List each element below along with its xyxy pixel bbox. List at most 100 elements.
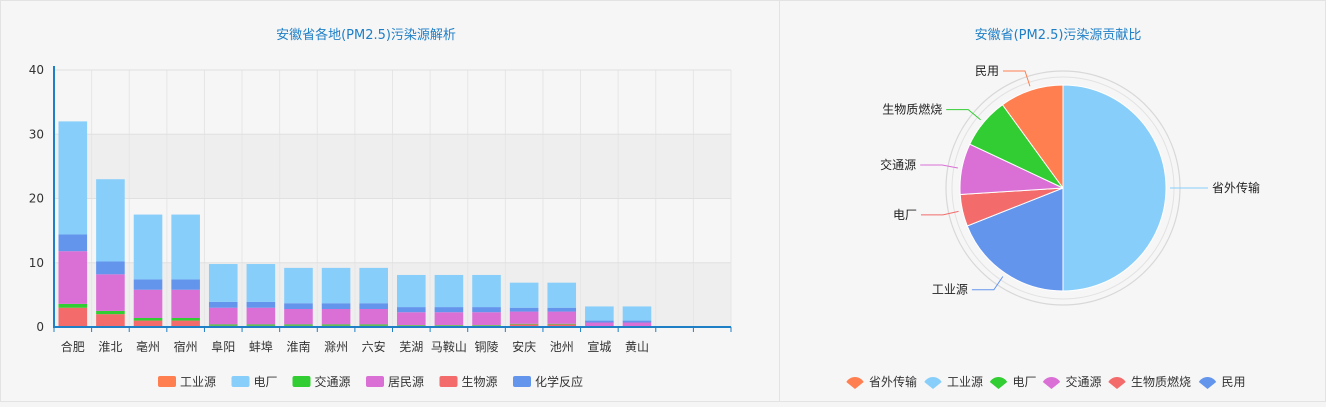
legend-swatch	[158, 376, 176, 387]
bar-segment	[284, 309, 313, 325]
pie-label: 民用	[975, 64, 999, 78]
pie-slice	[1062, 84, 1167, 292]
bar-segment	[171, 289, 200, 319]
bar-segment	[472, 312, 501, 326]
y-tick-label: 10	[29, 256, 44, 270]
bar-segment	[246, 307, 276, 325]
x-tick-label: 马鞍山	[431, 339, 467, 354]
bar-segment	[472, 307, 501, 313]
legend-swatch	[1108, 377, 1126, 389]
x-tick-label: 蚌埠	[249, 340, 273, 354]
bar-segment	[171, 318, 200, 321]
bar-segment	[547, 323, 577, 325]
legend-swatch	[924, 377, 942, 389]
x-tick-label: 淮北	[98, 340, 122, 354]
bar-segment	[397, 325, 426, 326]
legend-label: 电厂	[254, 375, 278, 389]
x-tick-label: 安庆	[512, 339, 536, 354]
bar-segment	[96, 310, 125, 315]
bar-segment	[585, 320, 614, 323]
legend-swatch	[1198, 377, 1217, 389]
x-tick-label: 淮南	[286, 339, 310, 354]
legend-label: 工业源	[947, 375, 983, 389]
bar-segment	[622, 320, 652, 323]
bar-segment	[585, 322, 614, 327]
legend-label: 工业源	[180, 375, 216, 389]
legend-swatch	[513, 376, 531, 387]
bar-segment	[359, 309, 388, 325]
pie-label: 生物质燃烧	[882, 102, 942, 117]
bar-chart-panel: 安徽省各地(PM2.5)污染源解析 0 10 20 30 40 合肥 淮北 亳州 宿州 阜阳 蚌埠淮…	[0, 0, 780, 402]
legend-swatch	[1042, 377, 1061, 389]
bar-segment	[58, 251, 88, 304]
bar-segment	[321, 303, 351, 310]
bar-segment	[434, 312, 464, 326]
bar-segment	[585, 306, 614, 321]
x-tick-label: 宣城	[587, 339, 611, 354]
pie-slice	[1001, 84, 1064, 190]
pie-label: 工业源	[932, 283, 968, 297]
bar-segment	[622, 322, 652, 327]
bar-segment	[472, 325, 501, 326]
x-tick-label: 合肥	[61, 339, 85, 354]
pie-label-line	[971, 276, 1004, 291]
bar-segment	[208, 301, 238, 308]
legend-label: 居民源	[388, 375, 424, 389]
bar-segment	[509, 324, 539, 327]
bar-segment	[547, 282, 577, 308]
x-tick-label: 滁州	[324, 339, 348, 354]
legend-label: 民用	[1222, 375, 1246, 389]
bar-chart: 安徽省各地(PM2.5)污染源解析 0 10 20 30 40 合肥 淮北 亳州 宿州 阜阳 蚌埠淮…	[29, 27, 732, 389]
legend-swatch	[989, 377, 1008, 389]
legend-swatch	[292, 376, 311, 387]
y-tick-label: 30	[29, 127, 44, 141]
pie-label-line	[920, 210, 959, 216]
bar-segment	[96, 314, 125, 327]
x-tick-label: 铜陵	[475, 339, 499, 354]
bar-segment	[246, 324, 276, 326]
bar-segment	[208, 264, 238, 302]
bar-segment	[133, 318, 163, 321]
bar-segment	[397, 307, 426, 313]
x-tick-label: 池州	[550, 340, 574, 354]
bar-segment	[509, 311, 539, 324]
bar-segment	[58, 121, 88, 235]
y-tick-label: 40	[29, 63, 44, 77]
x-tick-label: 宿州	[174, 339, 198, 354]
y-tick-label: 20	[29, 192, 44, 206]
pie-label: 交通源	[880, 157, 916, 172]
bar-segment	[96, 261, 125, 275]
legend-swatch	[231, 376, 250, 387]
bar-segment	[622, 306, 652, 321]
bar-chart-title: 安徽省各地(PM2.5)污染源解析	[276, 27, 456, 43]
bar-segment	[434, 274, 464, 308]
bar-segment	[472, 274, 501, 308]
bar-segment	[359, 303, 388, 310]
x-tick-label: 芜湖	[399, 339, 423, 354]
bar-segment	[434, 307, 464, 313]
legend-label: 交通源	[1066, 374, 1102, 389]
bar-segment	[397, 274, 426, 308]
bar-segment	[509, 282, 539, 308]
bar-segment	[547, 324, 577, 327]
x-tick-label: 黄山	[625, 340, 649, 354]
bar-segment	[284, 303, 313, 310]
pie-label: 省外传输	[1212, 180, 1260, 195]
pie-label-line	[1002, 70, 1031, 87]
bar-segment	[171, 279, 200, 290]
bar-segment	[133, 214, 163, 280]
bar-segment	[321, 309, 351, 325]
pie-label-line	[946, 109, 981, 121]
bar-segment	[434, 325, 464, 326]
bar-segment	[58, 234, 88, 252]
bar-segment	[171, 320, 200, 327]
pie-label-line	[920, 164, 958, 169]
bar-segment	[284, 324, 313, 326]
bar-segment	[96, 274, 125, 311]
legend-swatch	[366, 376, 384, 387]
bar-segment	[359, 267, 388, 304]
pie-label: 电厂	[893, 208, 917, 222]
bar-segment	[547, 311, 577, 324]
bar-segment	[509, 323, 539, 325]
